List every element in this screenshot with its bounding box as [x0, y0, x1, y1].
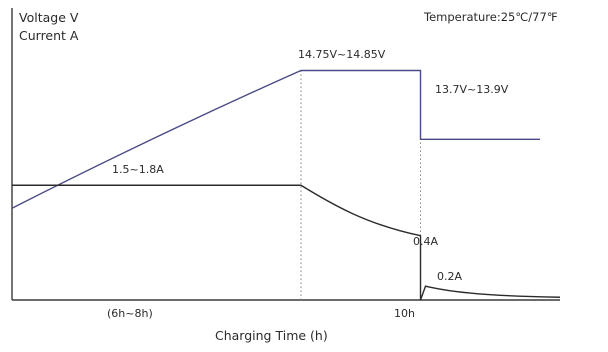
- xlabel: Charging Time (h): [215, 328, 328, 343]
- annotation-voltage-peak: 14.75V~14.85V: [298, 48, 386, 61]
- annotation-current-const: 1.5~1.8A: [112, 163, 164, 176]
- ylabel-voltage: Voltage V: [19, 10, 79, 25]
- series-current-line: [12, 184, 561, 301]
- x-tick-10h: 10h: [394, 307, 415, 320]
- annotation-current-end-float: 0.2A: [437, 270, 462, 283]
- x-tick-6-8h: (6h~8h): [107, 307, 153, 320]
- annotation-current-end-main: 0.4A: [413, 235, 438, 248]
- temperature-note: Temperature:25℃/77℉: [423, 10, 558, 24]
- annotation-voltage-float: 13.7V~13.9V: [435, 83, 509, 96]
- ylabel-current: Current A: [19, 28, 79, 43]
